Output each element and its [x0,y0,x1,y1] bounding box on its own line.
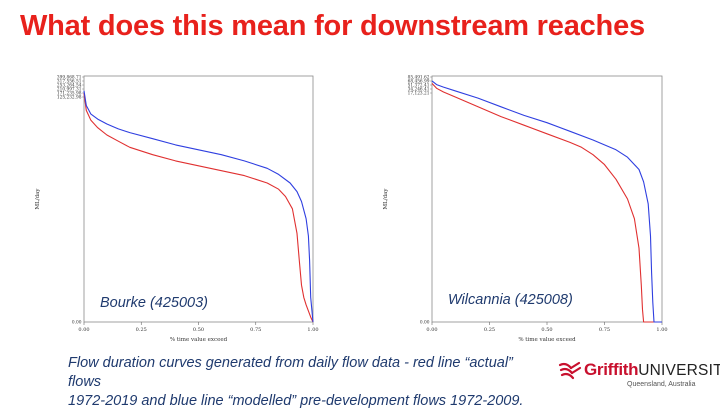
y-axis-label: ML/day [35,188,41,210]
slide-title: What does this mean for downstream reach… [20,10,645,42]
logo-word-griffith: Griffith [584,360,639,379]
series-line-actual [83,93,314,323]
x-tick-label: 0.00 [78,327,89,333]
logo-wordmark: GriffithUNIVERSITY [584,360,720,380]
slide-caption: Flow duration curves generated from dail… [68,354,548,411]
x-tick-label: 0.75 [250,327,261,333]
logo-word-university: UNIVERSITY [638,362,720,379]
caption-line-1: Flow duration curves generated from dail… [68,355,513,390]
griffith-logo: GriffithUNIVERSITY Queensland, Australia [557,357,720,397]
y-tick-label: 317,556.51 [57,80,82,85]
caption-line-2: 1972-2019 and blue line “modelled” pre-d… [68,393,524,409]
plot-frame [83,75,314,323]
x-axis-label: % time value exceed [170,337,228,343]
series-line-modelled [83,90,314,323]
y-tick-label: 399,868.71 [57,76,82,81]
x-tick-label: 0.50 [193,327,204,333]
y-tick-label: 210,997.31 [57,88,82,93]
x-tick-label: 0.25 [136,327,147,333]
x-tick-label: 1.00 [307,327,318,333]
logo-subtitle: Queensland, Australia [627,381,696,388]
y-tick-label-zero: 0.00 [72,321,82,326]
y-tick-label: 253,264.54 [57,84,82,89]
y-tick-label: 171,235.98 [57,92,82,97]
y-tick-label: 125,232.98 [57,96,82,101]
station-label: Bourke (425003) [100,295,208,311]
griffith-emblem-icon [558,361,582,380]
